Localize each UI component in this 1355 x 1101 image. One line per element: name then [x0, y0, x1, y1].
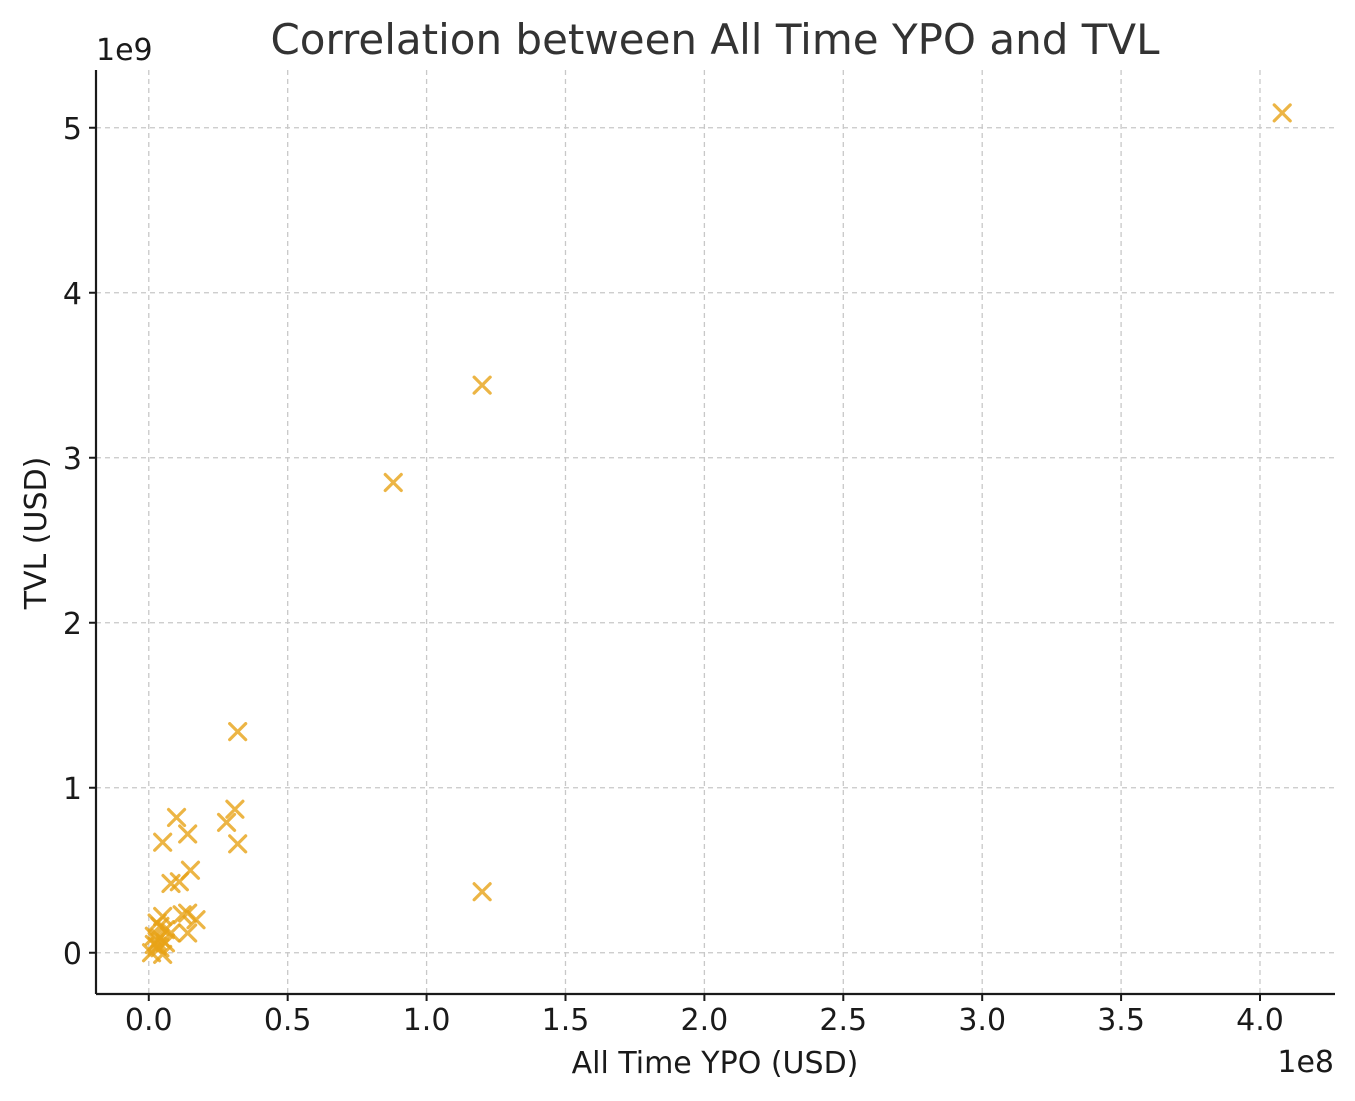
data-point: [178, 923, 198, 943]
data-point: [161, 873, 181, 894]
data-point: [228, 722, 248, 742]
x-tick-label: 1.5: [542, 1003, 590, 1038]
data-point: [150, 916, 170, 936]
data-point: [172, 905, 192, 925]
data-point: [153, 944, 173, 965]
x-axis-label: All Time YPO (USD): [572, 1046, 859, 1081]
x-tick-label: 1.0: [403, 1003, 451, 1038]
x-tick-label: 0.5: [264, 1003, 312, 1038]
data-point: [472, 375, 492, 395]
data-point: [166, 807, 187, 828]
data-points: [141, 103, 1292, 965]
data-point: [225, 799, 245, 819]
data-point: [472, 882, 492, 902]
y-tick-label: 2: [63, 607, 82, 642]
y-tick-label: 5: [63, 112, 82, 147]
y-axis-label: TVL (USD): [19, 457, 54, 611]
data-point: [228, 834, 248, 854]
data-point: [216, 812, 237, 833]
data-point: [144, 926, 164, 946]
x-tick-label: 3.0: [958, 1003, 1006, 1038]
grid: [96, 70, 1335, 994]
x-offset-label: 1e8: [1277, 1045, 1334, 1080]
data-point: [1272, 103, 1292, 123]
y-offset-label: 1e9: [96, 33, 153, 68]
data-point: [178, 824, 198, 844]
axes: 0.0 0.5 1.0 1.5 2.0 2.5 3.0 3.5 4.0 0 1 2 3 4 5: [63, 70, 1335, 1038]
y-tick-label: 0: [63, 937, 82, 972]
x-tick-label: 2.0: [681, 1003, 729, 1038]
x-tick-label: 0.0: [125, 1003, 173, 1038]
x-tick-label: 3.5: [1097, 1003, 1145, 1038]
chart-title: Correlation between All Time YPO and TVL: [270, 15, 1160, 64]
x-tick-label: 4.0: [1236, 1003, 1284, 1038]
y-tick-label: 3: [63, 442, 82, 477]
data-point: [153, 832, 173, 852]
data-point: [186, 910, 206, 930]
data-point: [383, 472, 403, 493]
x-tick-label: 2.5: [819, 1003, 867, 1038]
y-tick-label: 4: [63, 277, 82, 312]
y-tick-label: 1: [63, 772, 82, 807]
